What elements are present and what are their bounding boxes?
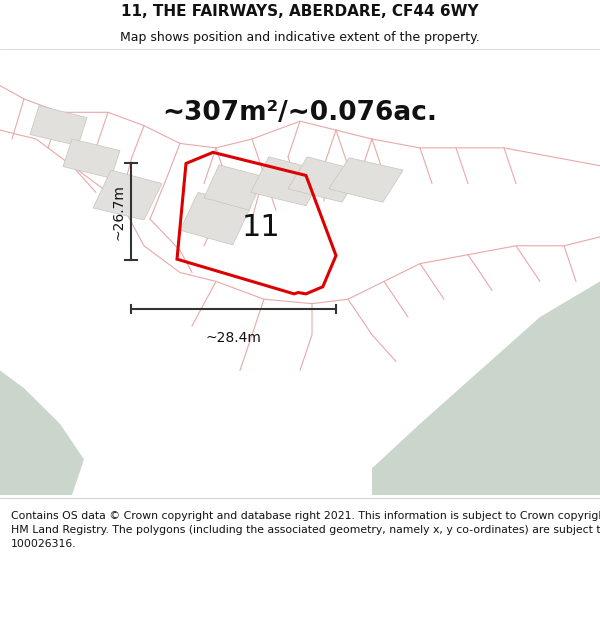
Text: Map shows position and indicative extent of the property.: Map shows position and indicative extent… <box>120 31 480 44</box>
Polygon shape <box>0 371 84 495</box>
Polygon shape <box>372 281 600 495</box>
Text: Contains OS data © Crown copyright and database right 2021. This information is : Contains OS data © Crown copyright and d… <box>11 511 600 549</box>
Text: ~26.7m: ~26.7m <box>112 184 126 240</box>
Polygon shape <box>204 165 264 210</box>
Polygon shape <box>180 192 251 245</box>
Polygon shape <box>93 170 162 220</box>
Text: ~307m²/~0.076ac.: ~307m²/~0.076ac. <box>163 100 437 126</box>
Text: 11: 11 <box>242 214 280 243</box>
Polygon shape <box>30 106 87 146</box>
Polygon shape <box>63 139 120 178</box>
Polygon shape <box>329 158 403 202</box>
Polygon shape <box>288 157 361 202</box>
Text: ~28.4m: ~28.4m <box>205 331 262 345</box>
Polygon shape <box>251 157 324 206</box>
Text: 11, THE FAIRWAYS, ABERDARE, CF44 6WY: 11, THE FAIRWAYS, ABERDARE, CF44 6WY <box>121 4 479 19</box>
